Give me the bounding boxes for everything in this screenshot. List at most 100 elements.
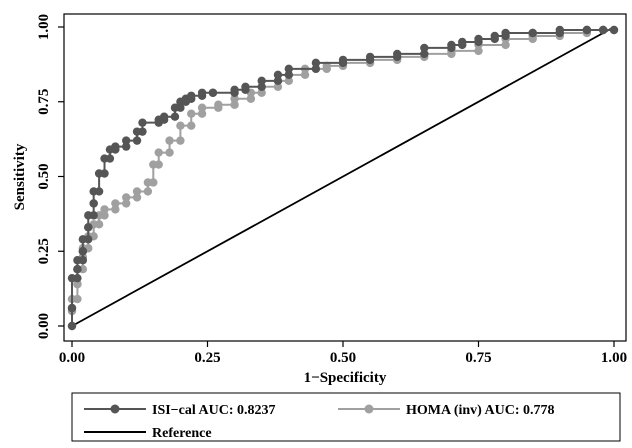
data-point-homa — [111, 205, 120, 214]
data-point-homa — [273, 82, 283, 92]
data-point-homa — [154, 148, 163, 157]
data-point-homa — [300, 70, 310, 80]
data-point-isi — [241, 82, 250, 92]
x-tick-label: 0.25 — [194, 350, 220, 366]
series-homa — [67, 25, 619, 331]
data-point-isi — [311, 64, 321, 74]
series-layer — [67, 25, 619, 331]
y-axis-title: Sensitivity — [12, 143, 28, 210]
data-point-isi — [111, 142, 120, 151]
data-point-isi — [420, 43, 429, 53]
x-tick-label: 0.00 — [59, 350, 85, 366]
data-point-isi — [393, 49, 402, 59]
data-point-isi — [132, 136, 142, 145]
data-point-homa — [132, 193, 142, 202]
data-point-isi — [84, 211, 93, 220]
data-point-homa — [111, 199, 120, 208]
legend: ISI−cal AUC: 0.8237 HOMA (inv) AUC: 0.77… — [71, 392, 621, 442]
legend-box — [71, 392, 621, 442]
data-point-isi — [132, 127, 142, 136]
data-point-isi — [159, 112, 169, 121]
data-point-isi — [208, 88, 218, 97]
data-point-isi — [555, 25, 564, 35]
data-point-homa — [143, 187, 153, 196]
data-point-isi — [67, 273, 77, 283]
data-point-isi — [458, 37, 467, 47]
data-point-isi — [122, 136, 131, 145]
data-point-isi — [501, 28, 510, 38]
data-point-isi — [94, 169, 104, 178]
legend-marker-isi — [110, 404, 120, 414]
data-point-isi — [78, 235, 88, 244]
data-point-isi — [67, 321, 77, 331]
legend-item-homa: HOMA (inv) AUC: 0.778 — [338, 403, 555, 418]
data-point-isi — [73, 264, 82, 274]
data-point-isi — [284, 64, 293, 74]
data-point-homa — [501, 40, 510, 50]
series-isi — [67, 25, 619, 331]
data-point-isi — [420, 49, 429, 59]
data-point-homa — [122, 193, 131, 202]
data-point-isi — [338, 55, 348, 65]
data-point-isi — [84, 223, 93, 232]
data-point-homa — [176, 121, 185, 130]
x-tick-label: 1.00 — [601, 350, 627, 366]
x-tick-label: 0.75 — [465, 350, 491, 366]
legend-item-reference: Reference — [84, 426, 212, 441]
data-point-homa — [132, 187, 142, 196]
x-axis-title: 1−Specificity — [304, 370, 387, 386]
data-point-isi — [582, 25, 592, 35]
y-tick-label: 0.25 — [36, 238, 52, 264]
data-point-isi — [609, 25, 619, 35]
data-point-homa — [214, 100, 223, 109]
data-point-isi — [365, 52, 375, 62]
data-point-homa — [122, 199, 131, 208]
data-point-homa — [165, 148, 174, 157]
legend-label-isi: ISI−cal AUC: 0.8237 — [152, 403, 275, 418]
data-point-homa — [474, 46, 483, 56]
y-tick-label: 0.00 — [36, 313, 52, 339]
data-point-isi — [474, 34, 483, 44]
x-axis: 0.00 0.25 0.50 0.75 1.00 — [59, 341, 627, 366]
data-point-isi — [598, 25, 608, 35]
data-point-homa — [197, 103, 207, 112]
y-tick-label: 0.75 — [36, 89, 52, 115]
data-point-isi — [89, 199, 98, 208]
data-point-homa — [176, 136, 185, 145]
series-line-reference — [71, 26, 615, 327]
data-point-homa — [100, 205, 109, 214]
y-axis: 0.00 0.25 0.50 0.75 1.00 — [36, 14, 64, 339]
data-point-homa — [230, 94, 239, 103]
data-point-isi — [170, 112, 180, 121]
data-point-isi — [230, 85, 239, 94]
data-point-isi — [138, 118, 147, 127]
data-point-homa — [257, 88, 266, 97]
data-point-homa — [187, 121, 196, 130]
data-point-homa — [284, 76, 293, 86]
data-point-isi — [187, 91, 196, 100]
data-point-isi — [257, 82, 266, 92]
data-point-isi — [197, 88, 207, 97]
data-point-isi — [122, 142, 131, 151]
legend-label-homa: HOMA (inv) AUC: 0.778 — [406, 403, 555, 418]
data-point-homa — [149, 160, 158, 169]
x-tick-label: 0.50 — [330, 350, 356, 366]
plot-frame — [63, 13, 627, 342]
data-point-isi — [273, 70, 283, 80]
data-point-isi — [67, 303, 77, 313]
data-point-homa — [197, 109, 207, 118]
data-point-isi — [170, 103, 180, 112]
data-point-homa — [230, 100, 239, 109]
data-point-homa — [187, 109, 196, 118]
data-point-isi — [100, 154, 109, 163]
y-tick-label: 0.50 — [36, 163, 52, 189]
data-point-isi — [273, 76, 283, 86]
data-point-homa — [165, 136, 174, 145]
data-point-isi — [490, 31, 499, 41]
data-point-isi — [73, 256, 82, 265]
data-point-homa — [246, 94, 256, 103]
y-tick-label: 1.00 — [36, 14, 52, 40]
legend-label-reference: Reference — [152, 426, 212, 441]
data-point-isi — [311, 58, 321, 68]
